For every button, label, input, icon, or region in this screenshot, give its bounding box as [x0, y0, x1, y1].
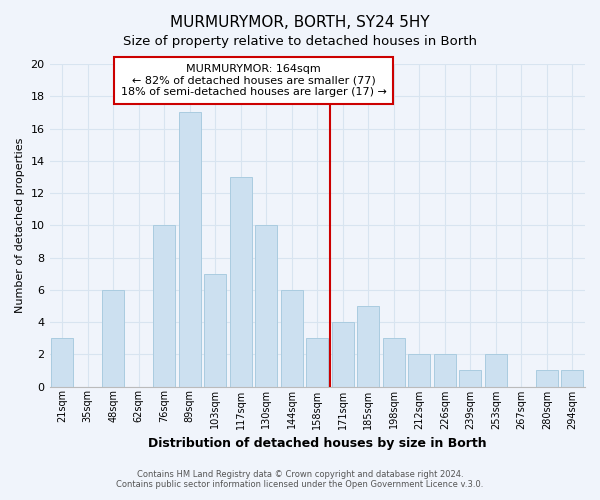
Text: MURMURYMOR, BORTH, SY24 5HY: MURMURYMOR, BORTH, SY24 5HY	[170, 15, 430, 30]
Bar	[460, 370, 481, 386]
Bar	[256, 226, 277, 386]
Bar	[52, 338, 73, 386]
Bar	[154, 226, 175, 386]
Bar	[332, 322, 353, 386]
Bar	[434, 354, 455, 386]
Bar	[358, 306, 379, 386]
Text: MURMURYMOR: 164sqm
← 82% of detached houses are smaller (77)
18% of semi-detache: MURMURYMOR: 164sqm ← 82% of detached hou…	[121, 64, 386, 97]
X-axis label: Distribution of detached houses by size in Borth: Distribution of detached houses by size …	[148, 437, 487, 450]
Bar	[409, 354, 430, 386]
Bar	[307, 338, 328, 386]
Y-axis label: Number of detached properties: Number of detached properties	[15, 138, 25, 313]
Bar	[485, 354, 506, 386]
Bar	[179, 112, 200, 386]
Bar	[281, 290, 302, 386]
Bar	[103, 290, 124, 386]
Bar	[205, 274, 226, 386]
Bar	[562, 370, 583, 386]
Bar	[383, 338, 404, 386]
Bar	[536, 370, 557, 386]
Bar	[230, 177, 251, 386]
Text: Contains HM Land Registry data © Crown copyright and database right 2024.
Contai: Contains HM Land Registry data © Crown c…	[116, 470, 484, 489]
Text: Size of property relative to detached houses in Borth: Size of property relative to detached ho…	[123, 35, 477, 48]
